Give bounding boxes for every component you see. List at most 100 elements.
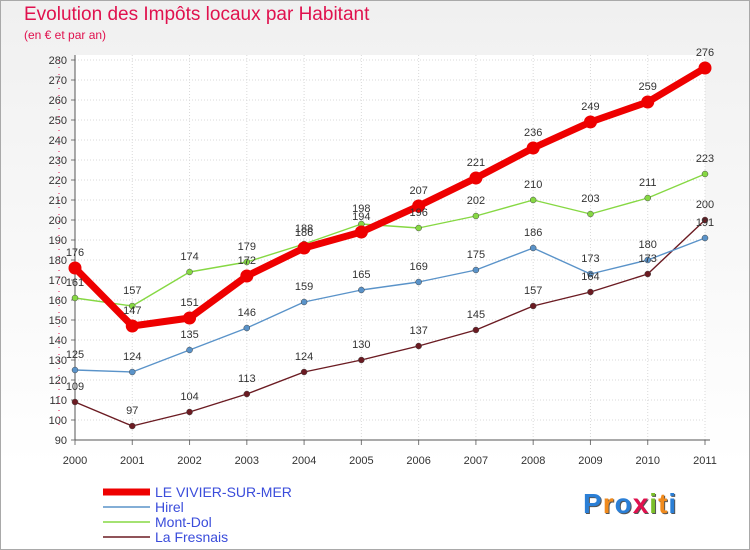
data-label: 125 [66, 349, 84, 361]
data-point [701, 216, 709, 224]
data-label: 186 [524, 227, 542, 239]
data-label: 161 [66, 277, 84, 289]
y-tick-label: 110 [49, 395, 67, 407]
data-point [358, 286, 365, 294]
data-point [129, 422, 136, 430]
data-point [71, 366, 79, 374]
x-tick-label: 2003 [235, 455, 259, 467]
logo-letter: o [614, 488, 633, 519]
data-label: 130 [352, 339, 370, 351]
y-tick-label: 130 [49, 355, 67, 367]
x-tick-label: 2000 [63, 455, 87, 467]
data-label: 104 [180, 391, 198, 403]
y-tick-label: 100 [49, 415, 67, 427]
data-point [701, 234, 709, 242]
series-line-hirel [74, 237, 706, 373]
data-label: 210 [524, 179, 542, 191]
data-label: 124 [123, 351, 141, 363]
data-point [125, 319, 139, 333]
y-tick-label: 180 [49, 255, 67, 267]
data-label: 249 [581, 101, 599, 113]
x-tick-label: 2009 [578, 455, 602, 467]
y-tick-label: 90 [55, 435, 67, 447]
data-point [68, 261, 82, 275]
data-label: 179 [238, 241, 256, 253]
data-point [701, 170, 709, 178]
y-tick-label: 200 [49, 215, 67, 227]
data-label: 191 [696, 217, 714, 229]
logo-letter: P [583, 488, 603, 519]
data-point [415, 342, 422, 350]
data-label: 180 [639, 239, 657, 251]
data-point [641, 95, 655, 109]
data-point [644, 270, 651, 278]
logo-letter: i [668, 488, 678, 519]
data-point [300, 368, 308, 376]
x-tick-label: 2005 [349, 455, 373, 467]
y-tick-label: 140 [49, 335, 67, 347]
data-point [644, 256, 651, 264]
data-label: 188 [295, 223, 313, 235]
data-label: 146 [238, 307, 256, 319]
data-label: 147 [123, 305, 141, 317]
data-point [297, 241, 311, 255]
data-label: 157 [524, 285, 542, 297]
x-tick-label: 2004 [292, 455, 316, 467]
proxiti-logo: Proxiti [583, 488, 677, 520]
data-label: 145 [467, 309, 485, 321]
data-point [472, 326, 480, 334]
data-label: 172 [238, 255, 256, 267]
x-tick-label: 2001 [120, 455, 144, 467]
data-point [240, 269, 254, 283]
data-point [415, 224, 422, 232]
y-tick-label: 280 [49, 55, 67, 67]
legend-label: Hirel [155, 499, 184, 515]
data-point [243, 324, 251, 332]
data-point [415, 278, 422, 286]
data-label: 276 [696, 47, 714, 59]
y-tick-label: 240 [49, 135, 67, 147]
data-point [129, 368, 136, 376]
data-label: 151 [180, 297, 198, 309]
legend-label: LE VIVIER-SUR-MER [155, 484, 292, 500]
data-point [472, 212, 480, 220]
logo-letter: t [658, 488, 669, 519]
data-label: 175 [467, 249, 485, 261]
data-label: 174 [180, 251, 198, 263]
data-point [587, 210, 594, 218]
data-point [412, 199, 426, 213]
data-point [587, 270, 594, 278]
data-label: 109 [66, 381, 84, 393]
data-label: 165 [352, 269, 370, 281]
logo-letter: r [602, 488, 615, 519]
data-label: 236 [524, 127, 542, 139]
data-label: 203 [581, 193, 599, 205]
y-tick-label: 160 [49, 295, 67, 307]
data-point [529, 196, 537, 204]
data-point [583, 115, 597, 129]
data-point [354, 225, 368, 239]
x-tick-label: 2006 [406, 455, 430, 467]
x-tick-label: 2008 [521, 455, 545, 467]
data-point [71, 294, 79, 302]
y-tick-label: 190 [49, 235, 67, 247]
data-point [644, 194, 651, 202]
data-label: 164 [581, 271, 599, 283]
data-label: 135 [180, 329, 198, 341]
data-label: 97 [126, 405, 138, 417]
data-point [472, 266, 480, 274]
data-label: 223 [696, 153, 714, 165]
data-label: 196 [409, 207, 427, 219]
y-tick-label: 210 [49, 195, 67, 207]
data-label: 173 [639, 253, 657, 265]
x-tick-label: 2011 [693, 455, 717, 467]
data-label: 159 [295, 281, 313, 293]
y-tick-label: 170 [49, 275, 67, 287]
data-label: 200 [696, 199, 714, 211]
data-label: 211 [639, 177, 657, 189]
data-label: 169 [409, 261, 427, 273]
data-label: 137 [409, 325, 427, 337]
y-tick-label: 270 [49, 75, 67, 87]
y-tick-label: 260 [49, 95, 67, 107]
